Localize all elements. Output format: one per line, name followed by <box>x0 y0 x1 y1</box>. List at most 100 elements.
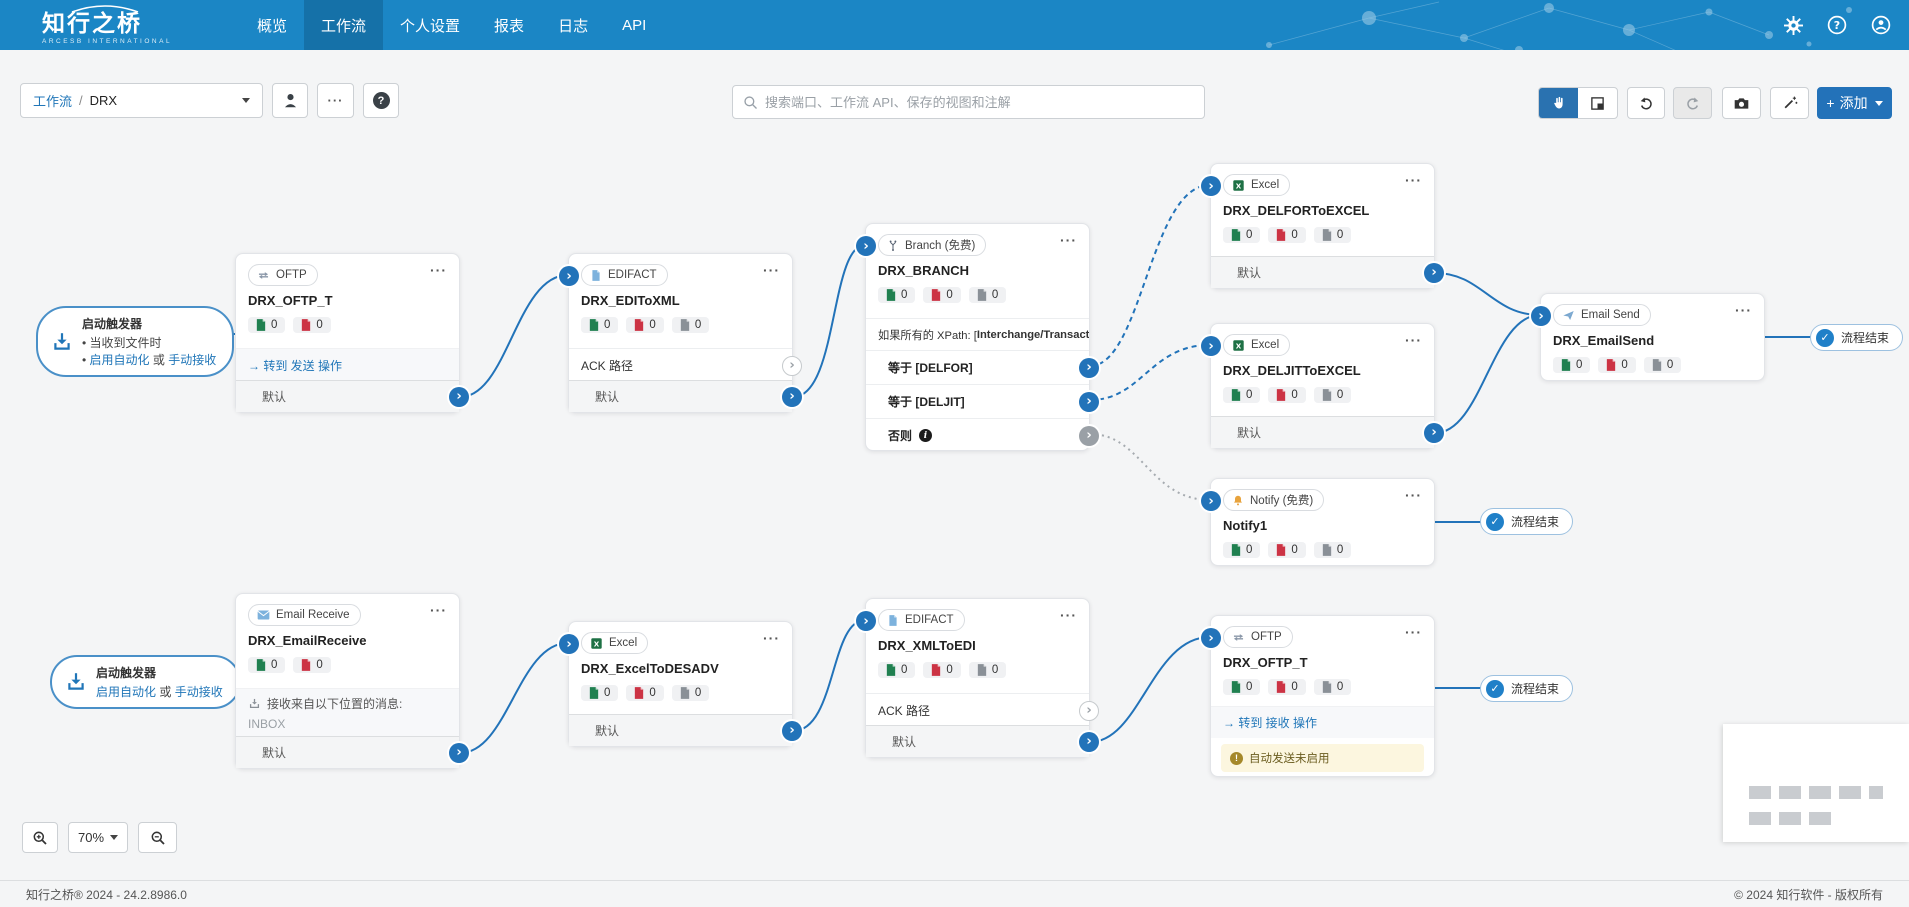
redo-icon <box>1686 97 1698 110</box>
ellipsis-icon: ··· <box>327 93 344 108</box>
ack-output-port[interactable]: › <box>782 355 802 376</box>
node-menu-button[interactable]: ··· <box>1405 172 1422 188</box>
badge-label: Excel <box>1251 339 1280 351</box>
node-oftp-top[interactable]: OFTP ··· DRX_OFTP_T 0 0 → 转到 发送 操作 默认 › <box>235 253 469 413</box>
node-menu-button[interactable]: ··· <box>430 262 447 278</box>
branch-condition: 如果所有的 XPath: [ Interchange/Transacti... … <box>866 318 1089 350</box>
search-input[interactable] <box>765 94 1194 110</box>
success-count: 0 <box>878 287 916 303</box>
manual-receive-link[interactable]: 手动接收 <box>168 353 217 367</box>
ack-output-port[interactable]: › <box>1079 700 1099 721</box>
start-trigger-top[interactable]: 启动触发器 • 当收到文件时 • 启用自动化 或 手动接收 <box>36 306 235 377</box>
user-filter-button[interactable] <box>272 83 308 118</box>
node-menu-button[interactable]: ··· <box>1405 624 1422 640</box>
deljit-output-port[interactable]: › <box>1079 391 1099 412</box>
else-output-port[interactable]: › <box>1079 425 1099 446</box>
success-count: 0 <box>1223 227 1261 243</box>
output-port[interactable]: › <box>1424 422 1444 443</box>
node-excel-deljit[interactable]: › X Excel ··· DRX_DELJITToEXCEL 0 0 0 默认 … <box>1201 323 1444 449</box>
zoom-level-select[interactable]: 70% <box>68 822 128 853</box>
branch-rule-else: 否则 <box>888 429 913 443</box>
input-port[interactable]: › <box>1201 176 1221 196</box>
node-email-receive[interactable]: Email Receive ··· DRX_EmailReceive 0 0 接… <box>235 593 469 769</box>
output-port[interactable]: › <box>449 386 469 407</box>
select-tool-button[interactable] <box>1578 88 1617 118</box>
goto-send-action-link[interactable]: → 转到 发送 操作 <box>248 359 343 373</box>
node-menu-button[interactable]: ··· <box>1405 487 1422 503</box>
node-menu-button[interactable]: ··· <box>763 630 780 646</box>
screenshot-button[interactable] <box>1722 87 1761 119</box>
enable-automation-link[interactable]: 启用自动化 <box>89 353 150 367</box>
input-port[interactable]: › <box>1531 306 1551 326</box>
badge-label: Notify (免费) <box>1250 495 1314 507</box>
input-port[interactable]: › <box>856 236 876 256</box>
goto-receive-action-link[interactable]: → 转到 接收 操作 <box>1223 716 1318 730</box>
nav-item-logs[interactable]: 日志 <box>558 17 589 35</box>
output-port[interactable]: › <box>1079 731 1099 752</box>
input-port[interactable]: › <box>1201 336 1221 356</box>
help-icon[interactable]: ? <box>1827 15 1847 35</box>
node-edifact-top[interactable]: › EDIFACT ··· DRX_EDIToXML 0 0 0 ACK 路径 … <box>559 253 802 413</box>
input-port[interactable]: › <box>559 634 579 654</box>
node-notify[interactable]: › Notify (免费) ··· Notify1 0 0 0 <box>1201 478 1435 566</box>
node-menu-button[interactable]: ··· <box>763 262 780 278</box>
output-port[interactable]: › <box>782 720 802 741</box>
main-menu: 概览 工作流 个人设置 报表 日志 API <box>240 0 663 50</box>
input-port[interactable]: › <box>559 266 579 286</box>
start-trigger-bottom[interactable]: 启动触发器 启用自动化 或 手动接收 <box>50 655 241 709</box>
enable-automation-link[interactable]: 启用自动化 <box>96 685 157 699</box>
receive-location-label: 接收来自以下位置的消息: <box>267 697 403 711</box>
branch-icon <box>889 239 897 251</box>
node-menu-button[interactable]: ··· <box>1405 332 1422 348</box>
pending-file-icon <box>680 319 689 331</box>
undo-button[interactable] <box>1627 87 1665 119</box>
breadcrumb-root[interactable]: 工作流 <box>33 94 73 109</box>
search-box <box>732 85 1205 119</box>
input-port[interactable]: › <box>1201 628 1221 648</box>
output-port[interactable]: › <box>449 742 469 763</box>
receive-location-info: 接收来自以下位置的消息: INBOX <box>236 688 459 738</box>
trigger-condition: 当收到文件时 <box>89 336 162 350</box>
minimap[interactable] <box>1723 724 1909 842</box>
more-options-button[interactable]: ··· <box>317 83 354 118</box>
nav-item-api[interactable]: API <box>622 16 647 34</box>
output-label: 默认 <box>595 724 620 738</box>
help-button[interactable]: ? <box>363 83 399 118</box>
node-branch[interactable]: › Branch (免费) ··· DRX_BRANCH 0 0 0 如果所有的… <box>856 223 1099 451</box>
app-logo[interactable]: 知行之桥 ARCESB INTERNATIONAL <box>42 4 172 46</box>
nav-item-profile[interactable]: 个人设置 <box>400 17 461 35</box>
nav-item-reports[interactable]: 报表 <box>494 17 525 35</box>
redo-button[interactable] <box>1673 87 1712 119</box>
account-icon[interactable] <box>1871 15 1891 35</box>
node-excel-delfor[interactable]: › X Excel ··· DRX_DELFORToEXCEL 0 0 0 默认 … <box>1201 163 1444 289</box>
nav-item-overview[interactable]: 概览 <box>257 17 288 35</box>
auto-layout-wand-button[interactable] <box>1770 87 1809 119</box>
zoom-out-button[interactable] <box>138 822 177 853</box>
undo-icon <box>1640 97 1652 110</box>
add-button[interactable]: + 添加 <box>1817 87 1892 119</box>
output-port[interactable]: › <box>1424 262 1444 283</box>
success-count: 0 <box>1553 357 1591 373</box>
node-edifact-bottom[interactable]: › EDIFACT ··· DRX_XMLToEDI 0 0 0 ACK 路径 … <box>856 598 1099 758</box>
node-menu-button[interactable]: ··· <box>430 602 447 618</box>
node-excel-desadv[interactable]: › X Excel ··· DRX_ExcelToDESADV 0 0 0 默认 … <box>559 621 802 747</box>
pan-tool-button[interactable] <box>1539 88 1578 118</box>
node-menu-button[interactable]: ··· <box>1735 302 1752 318</box>
manual-receive-link[interactable]: 手动接收 <box>174 685 223 699</box>
logo-subtitle: ARCESB INTERNATIONAL <box>42 38 173 45</box>
delfor-output-port[interactable]: › <box>1079 357 1099 378</box>
output-port[interactable]: › <box>782 386 802 407</box>
badge-label: EDIFACT <box>608 269 657 281</box>
breadcrumb-separator: / <box>79 93 83 108</box>
nav-item-workflows[interactable]: 工作流 <box>304 0 384 50</box>
zoom-in-button[interactable] <box>22 822 58 853</box>
settings-gear-icon[interactable] <box>1783 15 1803 35</box>
workflow-breadcrumb-select[interactable]: 工作流 / DRX <box>20 83 263 118</box>
input-port[interactable]: › <box>856 611 876 631</box>
node-menu-button[interactable]: ··· <box>1060 232 1077 248</box>
input-port[interactable]: › <box>1201 491 1221 511</box>
node-email-send[interactable]: › Email Send ··· DRX_EmailSend 0 0 0 <box>1531 293 1765 381</box>
node-oftp-bottom[interactable]: › OFTP ··· DRX_OFTP_T 0 0 0 → 转到 接收 操作 !… <box>1201 615 1435 777</box>
node-menu-button[interactable]: ··· <box>1060 607 1077 623</box>
